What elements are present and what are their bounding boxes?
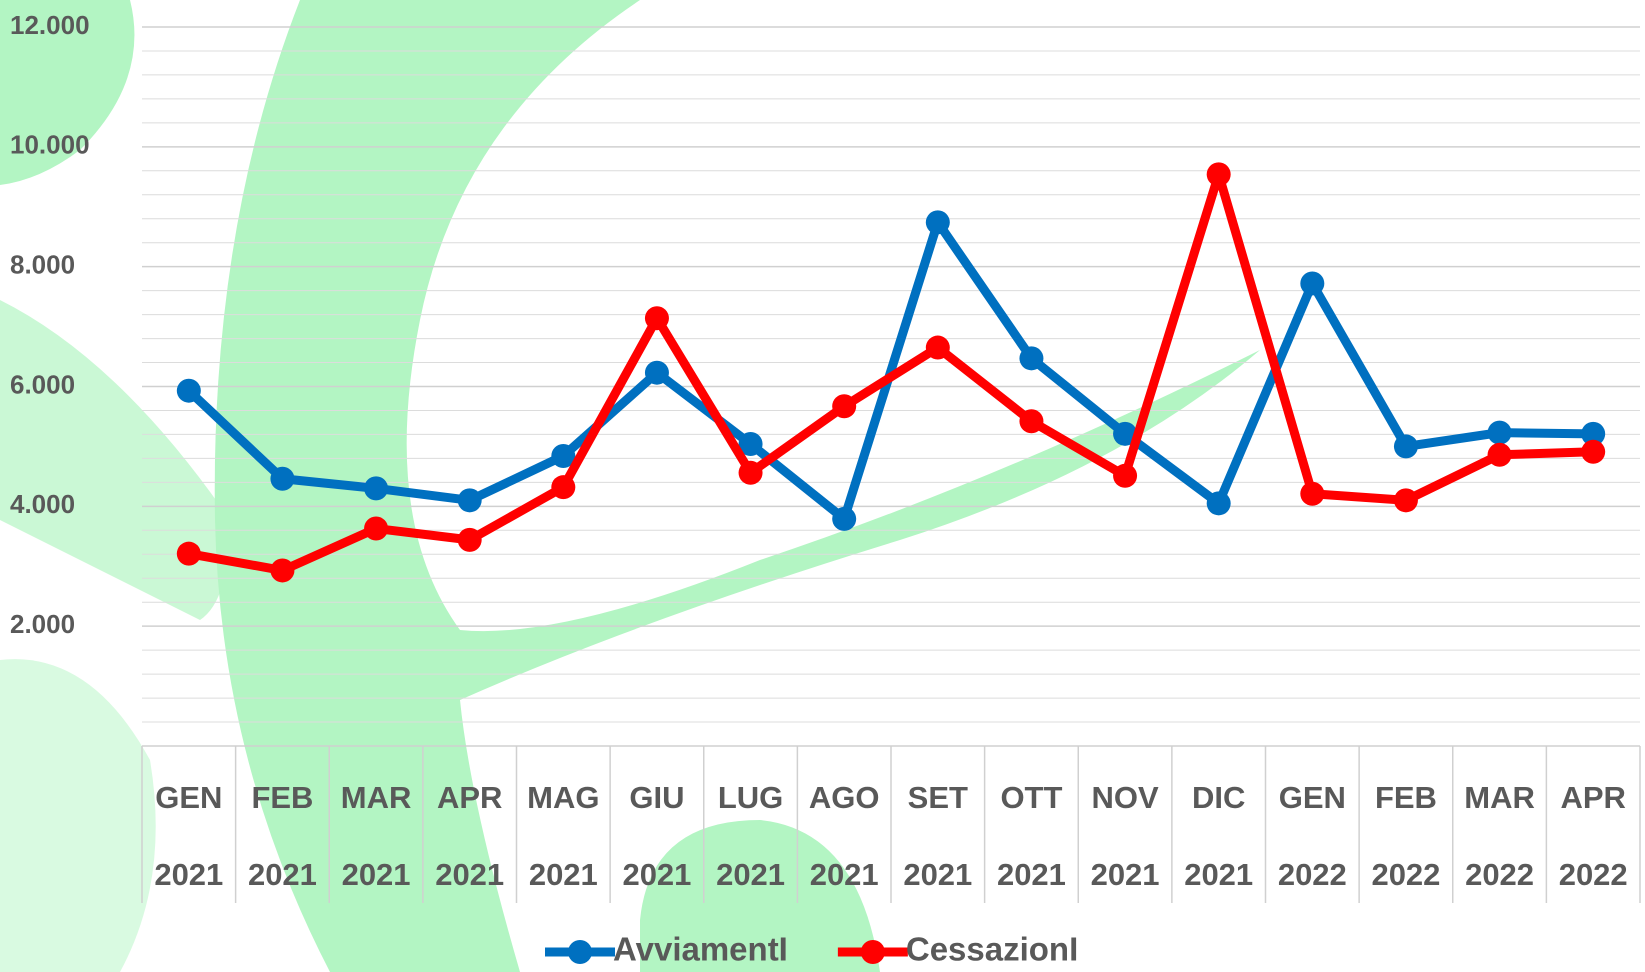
x-tick-label: OTT	[1000, 780, 1062, 815]
x-tick-label: MAR	[1464, 780, 1535, 815]
x-tick-label: DIC	[1192, 780, 1245, 815]
y-tick-label: 10.000	[10, 130, 90, 160]
x-tick-label: 2021	[903, 857, 972, 892]
point	[270, 558, 294, 582]
x-tick-label: 2021	[435, 857, 504, 892]
x-tick-label: 2022	[1465, 857, 1534, 892]
point	[1207, 162, 1231, 186]
y-tick-label: 2.000	[10, 609, 75, 639]
x-tick-label: APR	[1560, 780, 1625, 815]
point	[1394, 488, 1418, 512]
x-tick-label: 2021	[997, 857, 1066, 892]
legend-marker	[568, 940, 592, 964]
x-tick-label: 2021	[1091, 857, 1160, 892]
x-tick-label: 2021	[1184, 857, 1253, 892]
point	[1019, 346, 1043, 370]
legend-marker	[861, 940, 885, 964]
point	[551, 475, 575, 499]
point	[458, 528, 482, 552]
x-tick-label: 2021	[154, 857, 223, 892]
point	[645, 306, 669, 330]
y-tick-label: 12.000	[10, 10, 90, 40]
point	[1394, 434, 1418, 458]
point	[1488, 443, 1512, 467]
point	[645, 361, 669, 385]
point	[926, 336, 950, 360]
x-tick-label: MAR	[341, 780, 412, 815]
point	[458, 488, 482, 512]
point	[832, 394, 856, 418]
point	[1300, 482, 1324, 506]
x-tick-label: NOV	[1091, 780, 1159, 815]
legend-label: CessazionI	[906, 931, 1078, 968]
x-tick-label: 2021	[529, 857, 598, 892]
x-tick-label: 2021	[248, 857, 317, 892]
x-tick-label: 2021	[716, 857, 785, 892]
x-tick-label: APR	[437, 780, 502, 815]
y-tick-label: 4.000	[10, 489, 75, 519]
point	[832, 507, 856, 531]
x-tick-label: 2021	[342, 857, 411, 892]
point	[364, 517, 388, 541]
point	[1207, 491, 1231, 515]
point	[926, 210, 950, 234]
x-tick-label: LUG	[718, 780, 783, 815]
x-tick-label: FEB	[1375, 780, 1437, 815]
x-tick-label: 2021	[622, 857, 691, 892]
x-tick-label: 2022	[1559, 857, 1628, 892]
x-tick-label: FEB	[251, 780, 313, 815]
x-tick-label: MAG	[527, 780, 599, 815]
x-tick-label: 2021	[810, 857, 879, 892]
chart: 2.000 4.000 6.000 8.000 10.000 12.000 GEN 2021 F…	[0, 0, 1645, 972]
background-decoration	[0, 0, 1260, 972]
point	[1300, 271, 1324, 295]
x-tick-label: GIU	[629, 780, 684, 815]
point	[1019, 409, 1043, 433]
x-tick-label: AGO	[809, 780, 880, 815]
point	[1581, 440, 1605, 464]
y-tick-label: 8.000	[10, 250, 75, 280]
x-tick-label: 2022	[1371, 857, 1440, 892]
point	[177, 542, 201, 566]
point	[739, 461, 763, 485]
y-tick-label: 6.000	[10, 369, 75, 399]
point	[270, 467, 294, 491]
x-tick-label: GEN	[1279, 780, 1346, 815]
legend-label: AvviamentI	[613, 931, 788, 968]
x-tick-label: SET	[908, 780, 968, 815]
x-tick-label: 2022	[1278, 857, 1347, 892]
point	[1488, 421, 1512, 445]
point	[364, 476, 388, 500]
x-tick-label: GEN	[155, 780, 222, 815]
point	[1113, 464, 1137, 488]
point	[177, 379, 201, 403]
